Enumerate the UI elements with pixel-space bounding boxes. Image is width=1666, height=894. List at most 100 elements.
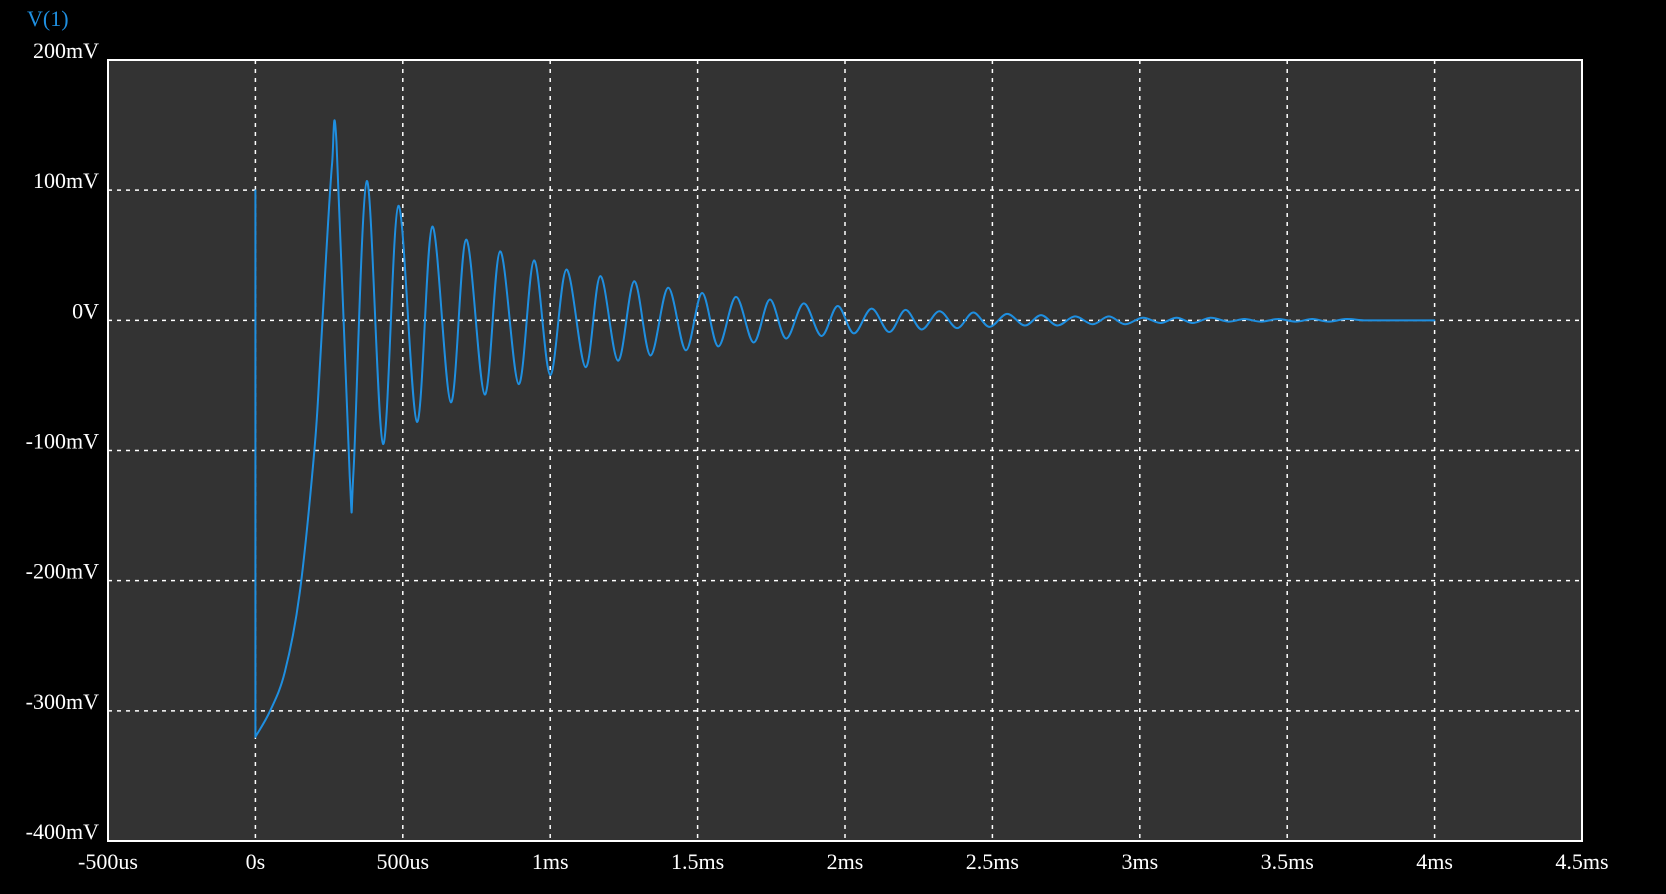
- x-tick-label: 500us: [377, 849, 430, 874]
- data-point: [1345, 318, 1347, 320]
- data-point: [685, 349, 687, 352]
- data-point: [382, 443, 384, 445]
- y-tick-label: -300mV: [26, 689, 99, 714]
- data-point: [617, 359, 619, 362]
- data-point: [584, 366, 587, 368]
- data-point: [956, 327, 958, 329]
- data-point: [633, 280, 636, 283]
- data-point: [397, 204, 400, 207]
- data-point: [1040, 314, 1042, 316]
- data-point: [465, 238, 467, 241]
- y-tick-label: -200mV: [26, 559, 99, 584]
- data-point: [1243, 318, 1246, 320]
- data-point: [335, 141, 338, 143]
- data-point: [1433, 319, 1436, 322]
- data-point: [701, 292, 703, 294]
- data-point: [1024, 324, 1026, 327]
- data-point: [667, 286, 669, 289]
- data-point: [499, 250, 501, 253]
- x-tick-label: 2ms: [827, 849, 864, 874]
- plot-frame: [107, 59, 1583, 842]
- data-point: [870, 307, 873, 310]
- x-tick-label: 4ms: [1416, 849, 1453, 874]
- data-point: [319, 358, 322, 361]
- data-point: [1363, 319, 1365, 322]
- y-tick-label: 200mV: [33, 38, 99, 63]
- y-tick-label: 100mV: [33, 168, 99, 193]
- data-point: [1091, 323, 1094, 326]
- data-point: [802, 302, 805, 305]
- data-point: [853, 332, 855, 335]
- data-point: [483, 393, 486, 396]
- data-point: [599, 275, 602, 277]
- x-tick-label: 1.5ms: [671, 849, 724, 874]
- data-point: [431, 225, 434, 228]
- data-point: [313, 449, 316, 452]
- data-point: [785, 337, 787, 340]
- data-point: [284, 670, 286, 673]
- data-point: [1074, 315, 1076, 318]
- data-point: [1413, 319, 1415, 322]
- data-point: [1006, 313, 1008, 315]
- y-axis-tick-labels: 200mV 100mV 0V -100mV -200mV -300mV -400mV: [26, 38, 99, 844]
- data-point: [904, 309, 907, 311]
- data-point: [1379, 319, 1381, 322]
- data-point: [1124, 323, 1126, 326]
- data-point: [1227, 320, 1230, 323]
- data-point: [988, 326, 991, 328]
- x-tick-label: 3ms: [1121, 849, 1158, 874]
- data-point: [331, 163, 333, 165]
- data-point: [269, 710, 271, 712]
- data-point: [1056, 324, 1059, 327]
- data-point: [1259, 320, 1262, 323]
- data-point: [416, 421, 418, 423]
- data-point: [254, 736, 257, 738]
- data-point: [836, 305, 839, 307]
- trace-name-label[interactable]: V(1): [27, 6, 69, 31]
- data-point: [752, 341, 755, 344]
- trace-layer: [254, 119, 1436, 738]
- data-point: [348, 475, 351, 478]
- data-point: [938, 310, 941, 313]
- data-point: [1311, 318, 1314, 320]
- y-tick-label: -100mV: [26, 429, 99, 454]
- data-point: [1175, 316, 1178, 319]
- data-point: [972, 311, 975, 314]
- data-point: [820, 335, 823, 337]
- data-point: [1327, 320, 1330, 323]
- x-tick-label: 2.5ms: [966, 849, 1019, 874]
- data-point: [769, 298, 771, 301]
- data-point: [649, 354, 652, 357]
- x-tick-label: 3.5ms: [1261, 849, 1314, 874]
- data-point: [1141, 316, 1144, 319]
- data-point: [920, 328, 923, 331]
- y-tick-label: 0V: [72, 298, 99, 323]
- data-point: [717, 345, 720, 348]
- x-tick-label: 4.5ms: [1555, 849, 1608, 874]
- data-point: [366, 180, 368, 182]
- data-point: [517, 383, 520, 385]
- data-point: [888, 331, 891, 333]
- data-point: [1108, 315, 1110, 318]
- x-tick-label: 0s: [246, 849, 266, 874]
- data-point: [1395, 319, 1398, 322]
- x-tick-label: 1ms: [532, 849, 569, 874]
- y-tick-label: -400mV: [26, 819, 99, 844]
- data-point: [1277, 318, 1280, 320]
- x-tick-label: -500us: [78, 849, 138, 874]
- series-line-0[interactable]: [254, 119, 1435, 738]
- data-point: [565, 268, 568, 271]
- data-point: [1192, 322, 1194, 324]
- data-point: [735, 296, 737, 298]
- data-point: [533, 259, 535, 262]
- data-point: [549, 374, 551, 376]
- data-point: [298, 592, 301, 595]
- x-axis-tick-labels: -500us 0s 500us 1ms 1.5ms 2ms 2.5ms 3ms 3.5ms 4ms…: [78, 849, 1609, 874]
- data-point: [325, 254, 327, 257]
- data-point: [352, 469, 355, 471]
- data-point: [1295, 320, 1297, 323]
- data-point: [254, 189, 257, 191]
- data-point: [1159, 322, 1162, 324]
- data-point: [1209, 316, 1212, 319]
